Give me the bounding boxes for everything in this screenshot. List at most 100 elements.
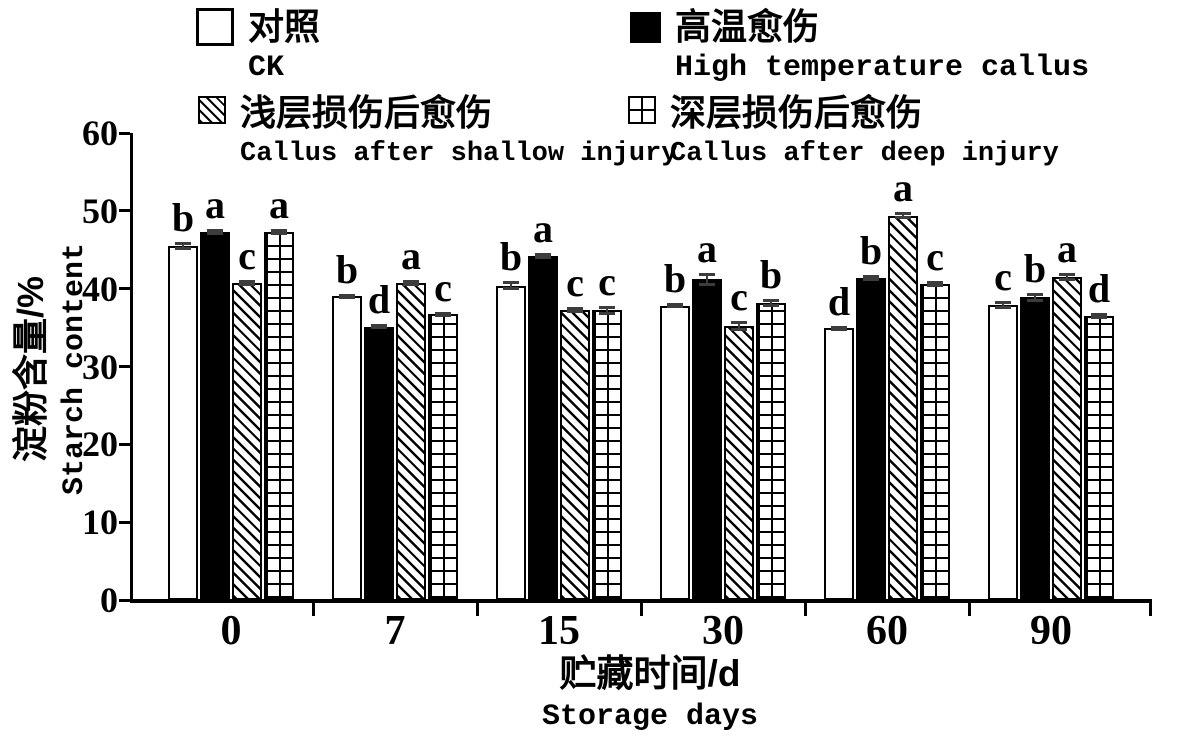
error-bar bbox=[271, 228, 287, 235]
error-bar-part bbox=[870, 274, 872, 281]
error-bar-part bbox=[1059, 277, 1075, 281]
legend-label-deep-injury: 深层损伤后愈伤 Callus after deep injury bbox=[670, 90, 1059, 172]
legend-item-shallow-injury-callus: 浅层损伤后愈伤 Callus after shallow injury bbox=[198, 90, 677, 172]
y-axis-tick bbox=[119, 365, 130, 368]
sig-letter: a bbox=[893, 164, 913, 210]
sig-letter: b bbox=[663, 256, 687, 302]
error-bar-part bbox=[207, 228, 223, 232]
error-bar-part bbox=[706, 273, 708, 286]
error-bar-part bbox=[770, 298, 772, 307]
bar-ck-day30 bbox=[660, 305, 690, 600]
error-bar bbox=[995, 301, 1011, 309]
error-bar bbox=[1027, 292, 1043, 302]
error-bar-part bbox=[863, 274, 879, 278]
error-bar-part bbox=[738, 321, 740, 331]
error-bar-part bbox=[1059, 273, 1075, 277]
error-bar-part bbox=[510, 280, 512, 291]
y-axis-tick bbox=[119, 287, 130, 291]
error-bar-part bbox=[239, 283, 255, 287]
legend-label-deep-zh: 深层损伤后愈伤 bbox=[670, 92, 923, 133]
legend-label-deep-en: Callus after deep injury bbox=[670, 139, 1059, 169]
y-tick-label: 60 bbox=[82, 113, 118, 153]
error-bar-part bbox=[831, 328, 847, 332]
y-axis-tick bbox=[119, 520, 130, 524]
y-tick-label: 30 bbox=[82, 346, 118, 387]
error-bar-part bbox=[435, 312, 451, 316]
error-bar-part bbox=[934, 280, 936, 288]
x-axis-tick bbox=[475, 603, 479, 616]
error-bar-part bbox=[1034, 292, 1036, 302]
y-axis-title-zh: 淀粉含量/% bbox=[10, 276, 51, 463]
error-bar-part bbox=[1091, 312, 1107, 316]
sig-letter: b bbox=[759, 251, 783, 297]
error-bar-part bbox=[1027, 292, 1043, 296]
error-bar-part bbox=[599, 305, 615, 309]
x-tick-label: 90 bbox=[1030, 608, 1072, 654]
error-bar-part bbox=[371, 326, 387, 330]
x-axis-title: 贮藏时间/d Storage days bbox=[330, 652, 970, 738]
y-tick-label: 10 bbox=[82, 502, 118, 543]
error-bar-part bbox=[699, 273, 715, 277]
error-bar-part bbox=[927, 284, 943, 288]
error-bar-part bbox=[175, 246, 191, 250]
error-bar bbox=[339, 294, 355, 300]
error-bar-part bbox=[339, 296, 355, 300]
error-bar bbox=[435, 312, 451, 318]
error-bar bbox=[667, 303, 683, 309]
bar-ck-day15 bbox=[496, 285, 526, 600]
sig-letter: d bbox=[1087, 265, 1111, 311]
error-bar-part bbox=[1066, 273, 1068, 281]
x-tick-label: 30 bbox=[702, 608, 744, 654]
y-tick-label: 0 bbox=[100, 580, 118, 620]
error-bar bbox=[731, 321, 747, 331]
x-tick-label: 15 bbox=[538, 608, 580, 654]
error-bar bbox=[175, 241, 191, 250]
x-axis-line bbox=[130, 599, 1152, 603]
legend-label-htc-en: High temperature callus bbox=[675, 51, 1090, 85]
sig-letter: a bbox=[401, 233, 421, 279]
error-bar bbox=[239, 280, 255, 287]
y-axis-tick bbox=[119, 442, 130, 446]
error-bar-part bbox=[895, 216, 911, 220]
error-bar-part bbox=[995, 301, 1011, 305]
error-bar bbox=[863, 274, 879, 281]
legend-label-shallow-injury: 浅层损伤后愈伤 Callus after shallow injury bbox=[240, 90, 677, 172]
x-axis-tick bbox=[803, 603, 807, 616]
error-bar bbox=[1059, 273, 1075, 281]
legend-item-high-temperature-callus: 高温愈伤 High temperature callus bbox=[630, 4, 1089, 86]
error-bar-part bbox=[1002, 301, 1004, 309]
legend-item-ck: 对照 CK bbox=[196, 4, 320, 86]
error-bar-part bbox=[214, 228, 216, 235]
error-bar-part bbox=[667, 305, 683, 309]
error-bar bbox=[1091, 312, 1107, 319]
error-bar-part bbox=[731, 321, 747, 325]
error-bar-part bbox=[403, 283, 419, 287]
bar-callus-after-shallow-injury-day60 bbox=[888, 215, 918, 600]
legend-marker-diagonal-hatch-square-icon bbox=[198, 96, 226, 124]
bar-high-temperature-callus-day15 bbox=[528, 255, 558, 600]
y-axis-title-en: Starch content bbox=[58, 242, 92, 496]
bar-callus-after-shallow-injury-day15 bbox=[560, 309, 590, 600]
y-tick-label: 50 bbox=[82, 190, 118, 231]
error-bar-part bbox=[606, 305, 608, 316]
error-bar-part bbox=[902, 211, 904, 220]
error-bar-part bbox=[763, 303, 779, 307]
bar-callus-after-deep-injury-day7 bbox=[428, 314, 458, 600]
bar-callus-after-shallow-injury-day30 bbox=[724, 326, 754, 600]
bar-callus-after-deep-injury-day90 bbox=[1084, 315, 1114, 600]
error-bar bbox=[207, 228, 223, 235]
sig-letter: d bbox=[367, 277, 391, 323]
sig-letter: a bbox=[1057, 226, 1077, 272]
error-bar-part bbox=[503, 287, 519, 291]
bar-high-temperature-callus-day90 bbox=[1020, 297, 1050, 600]
error-bar-part bbox=[535, 252, 551, 256]
error-bar bbox=[895, 211, 911, 220]
error-bar-part bbox=[175, 241, 191, 245]
sig-letter: d bbox=[827, 279, 851, 325]
bar-ck-day60 bbox=[824, 328, 854, 600]
x-axis-tick bbox=[1149, 603, 1152, 616]
error-bar-part bbox=[667, 303, 683, 307]
x-axis-tick bbox=[967, 603, 971, 616]
bar-callus-after-deep-injury-day60 bbox=[920, 283, 950, 600]
